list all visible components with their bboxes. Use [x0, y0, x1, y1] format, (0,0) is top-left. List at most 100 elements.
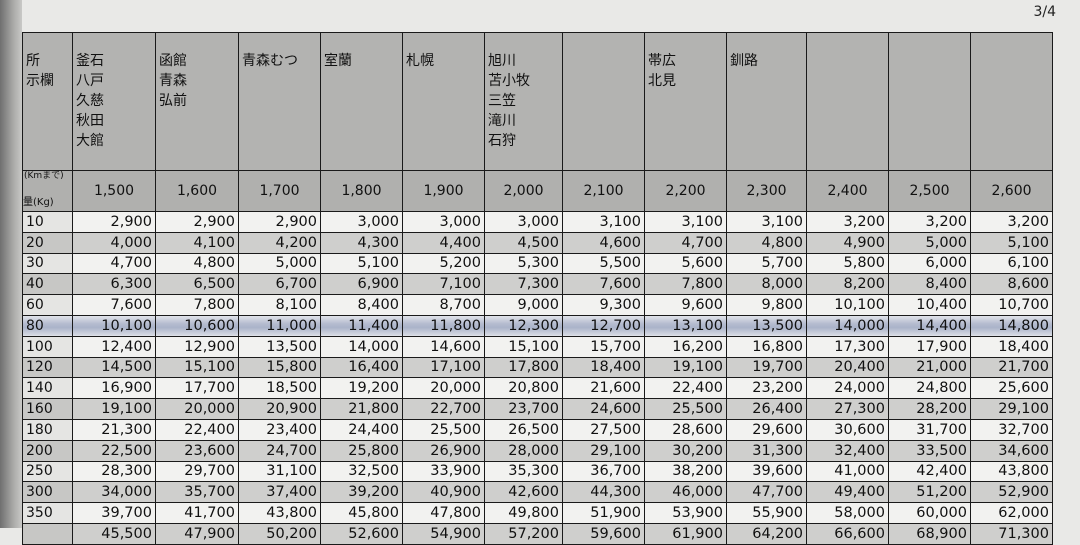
price-cell: 29,700	[155, 460, 239, 483]
price-cell: 10,100	[72, 314, 156, 337]
weight-cell: 160	[22, 398, 73, 420]
price-cell: 4,300	[320, 231, 403, 254]
weight-cell: 300	[22, 481, 73, 504]
price-cell: 2,900	[72, 211, 156, 233]
price-cell: 14,000	[320, 335, 403, 358]
price-cell: 3,100	[562, 211, 645, 233]
price-cell: 66,600	[806, 522, 889, 545]
price-cell: 45,500	[72, 522, 156, 545]
price-cell: 11,800	[402, 314, 485, 337]
price-cell: 36,700	[562, 460, 645, 483]
price-cell: 54,900	[402, 522, 485, 545]
table-row: 80 10,100 10,600 11,000 11,400 11,800 12,300 12…	[22, 314, 1053, 337]
price-cell: 21,700	[970, 356, 1053, 379]
price-cell: 15,700	[562, 335, 645, 358]
table-row: 140 16,900 17,700 18,500 19,200 20,000 20,800 2…	[22, 377, 1053, 400]
price-cell: 14,600	[402, 335, 485, 358]
price-cell: 7,800	[644, 273, 727, 296]
price-cell: 5,200	[402, 252, 485, 275]
price-cell: 4,600	[562, 231, 645, 254]
price-cell: 60,000	[888, 502, 971, 524]
price-cell: 6,900	[320, 273, 403, 296]
price-cell: 26,400	[726, 398, 807, 420]
price-cell: 49,400	[806, 481, 889, 504]
table-row: 30 4,700 4,800 5,000 5,100 5,200 5,300 5,500 5,6…	[22, 252, 1053, 275]
distance-header: 1,800	[320, 170, 403, 212]
price-cell: 31,300	[726, 439, 807, 462]
price-cell: 29,100	[970, 398, 1053, 420]
price-cell: 20,800	[484, 377, 563, 400]
price-cell: 35,700	[155, 481, 239, 504]
price-cell: 3,200	[888, 211, 971, 233]
price-cell: 32,400	[806, 439, 889, 462]
price-cell: 13,500	[238, 335, 321, 358]
price-cell: 17,900	[888, 335, 971, 358]
price-cell: 10,400	[888, 294, 971, 316]
distance-header: 2,200	[644, 170, 727, 212]
table-row: 60 7,600 7,800 8,100 8,400 8,700 9,000 9,300 9,6…	[22, 294, 1053, 316]
price-cell: 45,800	[320, 502, 403, 524]
price-cell: 9,000	[484, 294, 563, 316]
price-cell: 8,400	[888, 273, 971, 296]
weight-cell: 120	[22, 356, 73, 379]
price-cell: 20,900	[238, 398, 321, 420]
price-cell: 47,800	[402, 502, 485, 524]
price-cell: 28,600	[644, 418, 727, 441]
price-cell: 3,200	[806, 211, 889, 233]
price-cell: 11,400	[320, 314, 403, 337]
price-cell: 3,000	[320, 211, 403, 233]
price-cell: 52,600	[320, 522, 403, 545]
price-cell: 4,400	[402, 231, 485, 254]
price-cell: 43,800	[238, 502, 321, 524]
distance-header: 1,900	[402, 170, 485, 212]
price-cell: 14,800	[970, 314, 1053, 337]
table-row: 40 6,300 6,500 6,700 6,900 7,100 7,300 7,600 7,8…	[22, 273, 1053, 296]
weight-cell: 250	[22, 460, 73, 483]
table-row: 20 4,000 4,100 4,200 4,300 4,400 4,500 4,600 4,7…	[22, 231, 1053, 254]
price-cell: 15,100	[155, 356, 239, 379]
price-cell: 44,300	[562, 481, 645, 504]
price-cell: 53,900	[644, 502, 727, 524]
axis-corner-cell: (Kmまで) 量(Kg)	[22, 170, 73, 212]
price-cell: 22,500	[72, 439, 156, 462]
price-cell: 5,800	[806, 252, 889, 275]
weight-cell: 350	[22, 502, 73, 524]
price-cell: 7,100	[402, 273, 485, 296]
destination-header-row: 所 示欄 釜石 八戸 久慈 秋田 大館 函館 青森 弘前 青森むつ 室蘭 札幌 旭川 苫小…	[22, 32, 1053, 171]
price-cell: 41,000	[806, 460, 889, 483]
price-cell: 33,500	[888, 439, 971, 462]
distance-header: 1,500	[72, 170, 156, 212]
price-cell: 31,700	[888, 418, 971, 441]
price-cell: 5,500	[562, 252, 645, 275]
price-cell: 30,200	[644, 439, 727, 462]
price-cell: 23,700	[484, 398, 563, 420]
price-cell: 71,300	[970, 522, 1053, 545]
price-cell: 42,600	[484, 481, 563, 504]
price-cell: 4,800	[726, 231, 807, 254]
price-cell: 24,000	[806, 377, 889, 400]
price-cell: 51,900	[562, 502, 645, 524]
table-row: 180 21,300 22,400 23,400 24,400 25,500 26,500 2…	[22, 418, 1053, 441]
price-cell: 22,400	[155, 418, 239, 441]
weight-cell: 100	[22, 335, 73, 358]
weight-cell: 60	[22, 294, 73, 316]
price-cell: 17,300	[806, 335, 889, 358]
price-cell: 32,700	[970, 418, 1053, 441]
price-cell: 18,500	[238, 377, 321, 400]
page-binding	[0, 0, 22, 528]
destination-header: 室蘭	[320, 32, 403, 171]
price-cell: 41,700	[155, 502, 239, 524]
table-row: 300 34,000 35,700 37,400 39,200 40,900 42,600 4…	[22, 481, 1053, 504]
price-cell: 68,900	[888, 522, 971, 545]
km-label: (Kmまで)	[24, 171, 64, 181]
price-cell: 38,200	[644, 460, 727, 483]
price-cell: 13,500	[726, 314, 807, 337]
price-cell: 8,100	[238, 294, 321, 316]
price-cell: 27,500	[562, 418, 645, 441]
destination-header	[888, 32, 971, 171]
price-cell: 21,300	[72, 418, 156, 441]
weight-cell: 30	[22, 252, 73, 275]
distance-header: 2,600	[970, 170, 1053, 212]
table-row: 200 22,500 23,600 24,700 25,800 26,900 28,000 2…	[22, 439, 1053, 462]
price-cell: 5,300	[484, 252, 563, 275]
